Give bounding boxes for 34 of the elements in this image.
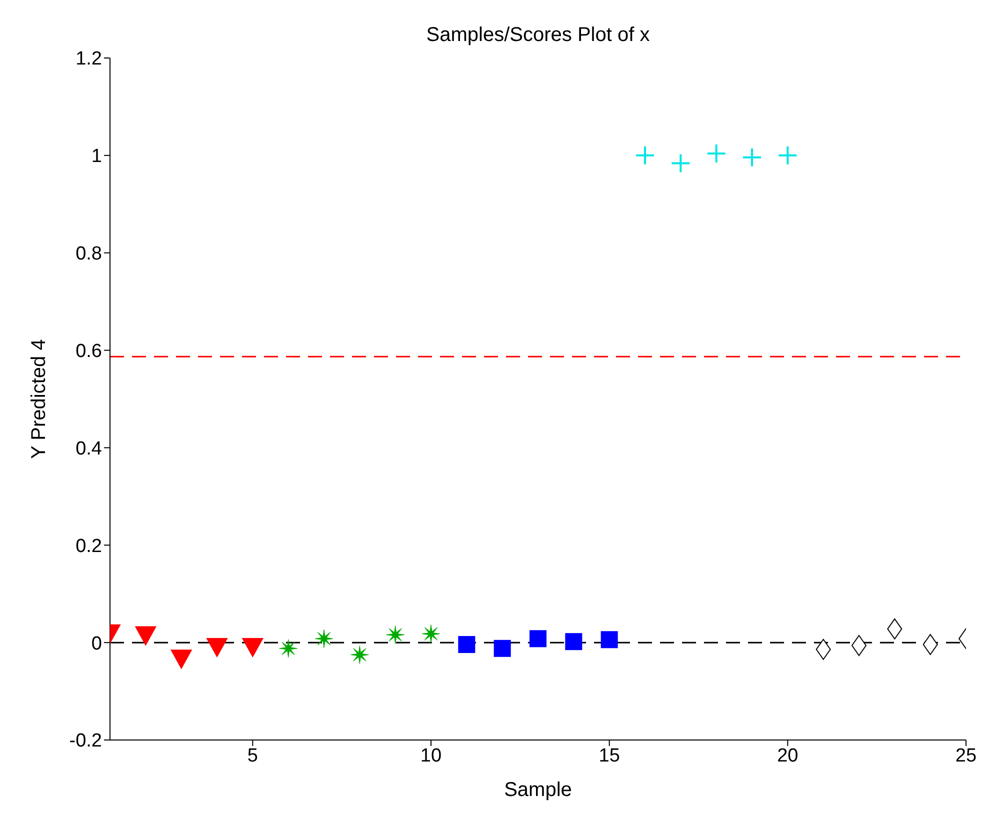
x-axis-title: Sample [504, 779, 572, 801]
point [635, 145, 655, 166]
point [816, 638, 831, 660]
point [422, 624, 440, 644]
point [350, 646, 369, 664]
y-tick-label: 0.2 [76, 536, 102, 557]
point [887, 618, 902, 640]
point [279, 639, 298, 658]
x-tick-label: 10 [420, 745, 442, 766]
y-tick-label: 1 [91, 146, 102, 168]
y-tick-label: 0.8 [76, 244, 102, 265]
chart-title: Samples/Scores Plot of x [425, 24, 651, 47]
x-tick-label: 20 [777, 745, 798, 766]
point [706, 143, 726, 164]
point [778, 145, 798, 166]
x-tick-label: 15 [598, 745, 620, 766]
y-tick-label: 0.6 [76, 341, 102, 362]
point [530, 630, 546, 648]
y-tick-label: 1.2 [76, 48, 102, 70]
point [314, 629, 334, 648]
y-tick-label: 0 [91, 633, 102, 654]
y-tick-label: -0.2 [69, 730, 102, 752]
point [565, 633, 582, 650]
x-tick-label: 25 [955, 745, 977, 766]
point [600, 631, 618, 648]
y-tick-label: 0.4 [76, 438, 102, 460]
point [494, 640, 511, 657]
y-axis-title: Y Predicted 4 [28, 339, 50, 459]
point [458, 636, 476, 654]
point [742, 147, 762, 168]
point [922, 634, 938, 656]
point [670, 153, 691, 174]
point [386, 626, 405, 644]
x-tick-label: 5 [247, 745, 258, 766]
